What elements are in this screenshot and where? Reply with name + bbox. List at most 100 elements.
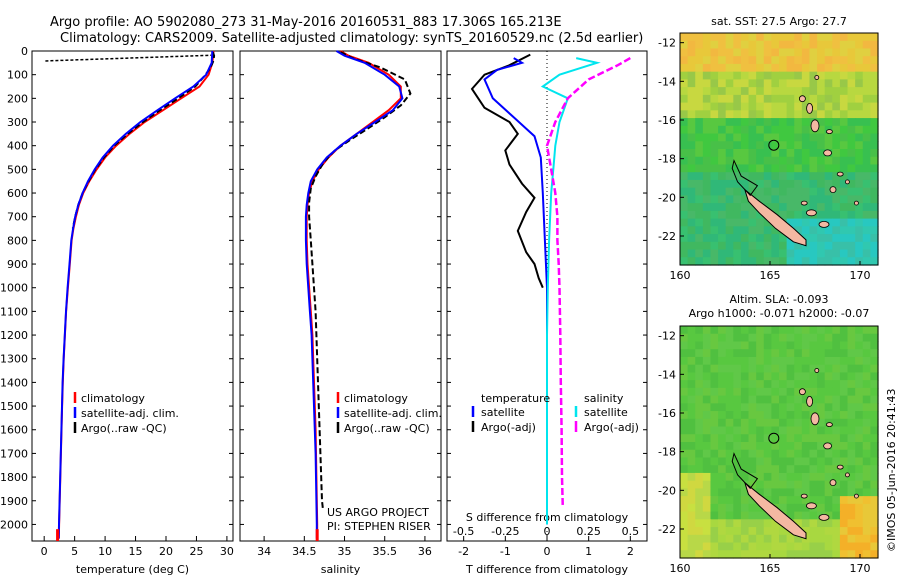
map-cell — [839, 372, 849, 381]
map-cell — [763, 56, 772, 65]
map-cell — [733, 133, 742, 142]
map-cell — [771, 387, 780, 397]
map-cell — [771, 133, 780, 142]
map-cell — [824, 356, 833, 366]
map-cell — [870, 341, 879, 350]
map-cell — [748, 527, 757, 536]
argo-location-marker — [768, 432, 780, 444]
map-cell — [786, 125, 795, 135]
map-cell — [702, 472, 712, 482]
surface-streak — [45, 54, 212, 62]
map-cell — [824, 249, 833, 258]
map-cell — [702, 118, 712, 127]
map-cell — [710, 56, 719, 65]
map-cell — [695, 488, 704, 497]
map-cell — [748, 249, 757, 258]
map-cell — [733, 542, 742, 551]
map-cell — [740, 133, 750, 142]
map-cell — [771, 333, 780, 343]
map-cell — [817, 542, 826, 551]
map-cell — [779, 387, 788, 397]
map-cell — [740, 48, 750, 57]
map-cell — [855, 434, 864, 443]
map-cell — [733, 210, 742, 220]
map-cell — [687, 326, 696, 335]
map-cell — [824, 203, 833, 212]
map-cell — [763, 411, 772, 420]
map-cell — [695, 395, 704, 404]
map-cell — [740, 449, 750, 459]
map-cell — [801, 356, 811, 366]
map-cell — [809, 56, 818, 65]
map-cell — [809, 480, 818, 489]
map-cell — [710, 33, 719, 42]
map-cell — [748, 48, 757, 57]
map-cell — [832, 94, 841, 104]
map-cell — [870, 511, 879, 520]
map-cell — [740, 372, 750, 381]
map-cell — [801, 218, 811, 227]
map-cell — [771, 465, 780, 474]
map-cell — [855, 550, 864, 559]
map-cell — [809, 195, 818, 204]
map-cell — [718, 442, 727, 451]
map-cell — [786, 48, 795, 57]
map-cell — [862, 550, 871, 559]
map-cell — [824, 527, 833, 536]
map-cell — [824, 87, 833, 96]
map-cell — [710, 125, 719, 135]
map-cell — [771, 380, 780, 389]
map-cell — [702, 110, 712, 119]
map-cell — [725, 156, 734, 166]
map-cell — [756, 187, 765, 196]
map-cell — [756, 542, 765, 551]
map-cell — [740, 465, 750, 474]
map-cell — [748, 457, 757, 466]
map-cell — [756, 172, 765, 181]
y-tick-label: -22 — [658, 230, 676, 243]
map-cell — [725, 395, 734, 404]
map-cell — [801, 71, 811, 80]
map-cell — [695, 40, 704, 50]
map-cell — [809, 550, 818, 559]
map-cell — [801, 203, 811, 212]
map-cell — [809, 542, 818, 551]
map-cell — [695, 218, 704, 227]
map-cell — [794, 426, 803, 435]
map-cell — [702, 102, 712, 111]
map-cell — [847, 534, 856, 544]
map-cell — [718, 156, 727, 166]
map-cell — [748, 141, 757, 150]
map-cell — [771, 226, 780, 235]
map-cell — [718, 465, 727, 474]
map-cell — [786, 141, 795, 150]
map-cell — [687, 102, 696, 111]
map-cell — [756, 63, 765, 73]
map-cell — [687, 125, 696, 135]
map-cell — [817, 179, 826, 189]
map-cell — [763, 79, 772, 88]
map-cell — [763, 550, 772, 559]
map-cell — [817, 349, 826, 358]
map-cell — [786, 356, 795, 366]
map-cell — [801, 503, 811, 513]
x-tick-label: 2 — [627, 545, 634, 558]
map-cell — [839, 40, 849, 50]
map-cell — [847, 349, 856, 358]
map-cell — [839, 164, 849, 173]
map-cell — [817, 203, 826, 212]
map-cell — [786, 257, 795, 266]
map-cell — [862, 449, 871, 459]
map-cell — [702, 496, 712, 505]
map-cell — [870, 434, 879, 443]
map-cell — [710, 210, 719, 220]
map-cell — [870, 356, 879, 366]
map-cell — [817, 449, 826, 459]
map-cell — [756, 465, 765, 474]
island — [823, 442, 832, 450]
sst-map-title: sat. SST: 27.5 Argo: 27.7 — [711, 15, 847, 28]
map-cell — [794, 102, 803, 111]
map-cell — [779, 156, 788, 166]
top-tick-label: 0 — [544, 525, 551, 538]
map-cell — [855, 179, 864, 189]
